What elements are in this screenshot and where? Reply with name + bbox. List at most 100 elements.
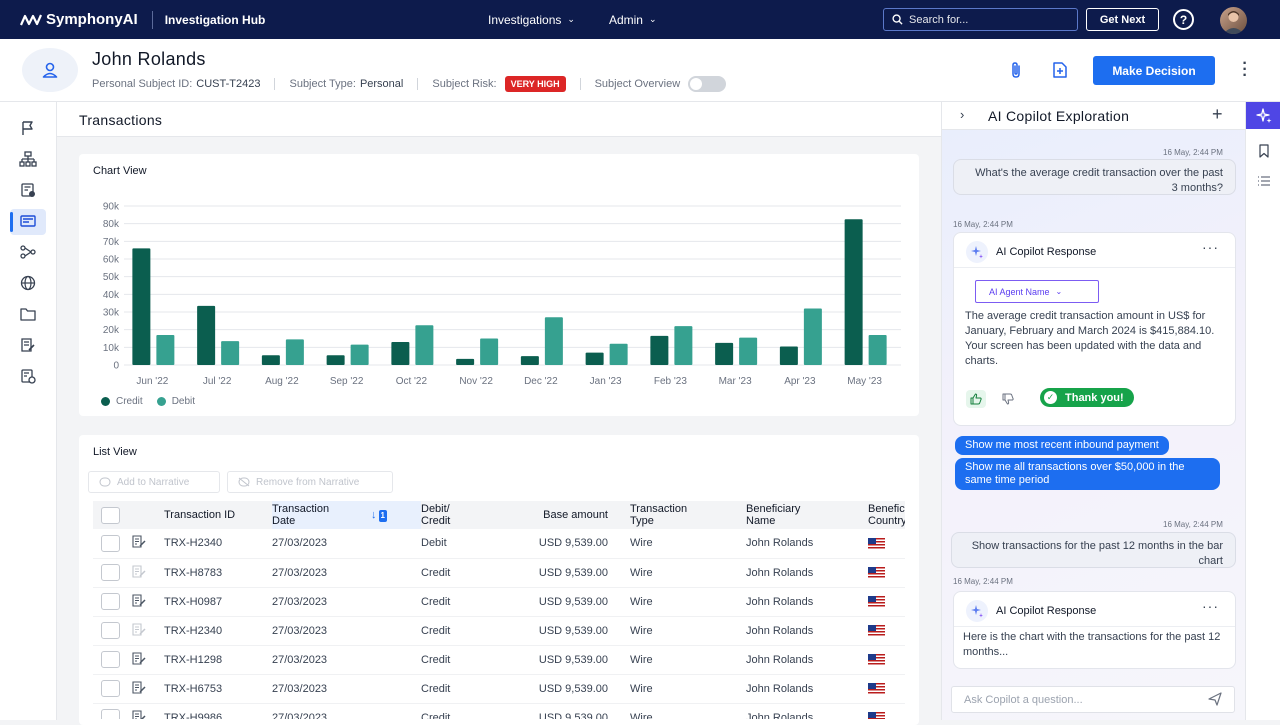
get-next-button[interactable]: Get Next	[1086, 8, 1159, 31]
bar-debit-jul22[interactable]	[221, 341, 240, 365]
right-tool-rail	[1245, 102, 1280, 720]
add-note-icon[interactable]	[132, 709, 146, 719]
agent-select-dropdown[interactable]: AI Agent Name ⌄	[975, 280, 1099, 303]
new-chat-plus-icon[interactable]: +	[1212, 104, 1223, 124]
x-tick-label: Jun '22	[136, 376, 168, 387]
add-to-narrative-button[interactable]: Add to Narrative	[88, 471, 220, 493]
bar-debit-sep22[interactable]	[350, 344, 369, 365]
edit-document-icon[interactable]	[18, 335, 38, 355]
thumbs-down-icon[interactable]	[998, 390, 1018, 408]
row-checkbox[interactable]	[101, 651, 120, 668]
bar-credit-may23[interactable]	[844, 219, 863, 365]
help-icon[interactable]: ?	[1173, 9, 1194, 30]
row-checkbox[interactable]	[101, 593, 120, 610]
bar-credit-mar23[interactable]	[715, 342, 734, 365]
bar-debit-may23[interactable]	[868, 334, 887, 365]
bar-credit-dec22[interactable]	[520, 356, 539, 365]
table-row[interactable]: TRX-H8783 27/03/2023 Credit USD 9,539.00 Wir…	[93, 558, 905, 588]
menu-investigations[interactable]: Investigations ⌄	[488, 13, 575, 27]
col-transaction-type[interactable]: Transaction Type	[630, 503, 688, 527]
more-options-icon[interactable]: ···	[1202, 239, 1219, 255]
meta-divider	[579, 78, 581, 90]
bar-debit-jun22[interactable]	[156, 334, 175, 365]
suggestion-chip[interactable]: Show me most recent inbound payment	[955, 436, 1169, 455]
global-search-input[interactable]: Search for...	[883, 8, 1078, 31]
alert-document-icon[interactable]	[18, 180, 38, 200]
table-row[interactable]: TRX-H9986 27/03/2023 Credit USD 9,539.00 Wir…	[93, 703, 905, 719]
add-note-icon[interactable]	[132, 680, 146, 697]
select-all-checkbox[interactable]	[101, 506, 120, 524]
globe-icon[interactable]	[18, 273, 38, 293]
user-avatar[interactable]	[1220, 7, 1247, 34]
bar-debit-oct22[interactable]	[415, 325, 434, 365]
col-beneficiary-country[interactable]: Beneficiary Country	[868, 503, 905, 527]
folder-icon[interactable]	[18, 304, 38, 324]
bar-credit-oct22[interactable]	[391, 342, 410, 365]
remove-from-narrative-label: Remove from Narrative	[256, 476, 360, 488]
sort-descending-icon[interactable]: ↓ 1	[371, 508, 387, 522]
bar-credit-feb23[interactable]	[650, 335, 669, 365]
col-debit-credit[interactable]: Debit/ Credit	[421, 503, 451, 527]
table-row[interactable]: TRX-H2340 27/03/2023 Credit USD 9,539.00 Wir…	[93, 616, 905, 646]
table-row[interactable]: TRX-H0987 27/03/2023 Credit USD 9,539.00 Wir…	[93, 587, 905, 617]
add-note-icon[interactable]	[132, 564, 146, 581]
more-options-icon[interactable]: ···	[1242, 55, 1248, 84]
history-document-icon[interactable]	[18, 366, 38, 386]
bar-debit-feb23[interactable]	[674, 326, 693, 365]
row-checkbox[interactable]	[101, 534, 120, 552]
ask-copilot-input[interactable]: Ask Copilot a question...	[951, 686, 1235, 713]
add-note-icon[interactable]	[132, 622, 146, 639]
attachment-icon[interactable]	[1009, 61, 1023, 84]
bar-debit-nov22[interactable]	[480, 338, 499, 366]
add-note-icon[interactable]	[132, 593, 146, 610]
flow-icon[interactable]	[18, 242, 38, 262]
transactions-icon[interactable]	[18, 211, 38, 231]
table-row[interactable]: TRX-H2340 27/03/2023 Debit USD 9,539.00 Wire…	[93, 529, 905, 559]
make-decision-button[interactable]: Make Decision	[1093, 56, 1215, 85]
legend-credit[interactable]: Credit	[101, 396, 143, 407]
network-icon[interactable]	[18, 149, 38, 169]
flag-icon[interactable]	[18, 118, 38, 138]
remove-from-narrative-button[interactable]: Remove from Narrative	[227, 471, 393, 493]
bar-credit-nov22[interactable]	[456, 358, 475, 365]
ai-sparkle-tab[interactable]	[1246, 102, 1280, 129]
bar-credit-aug22[interactable]	[261, 355, 280, 365]
table-row[interactable]: TRX-H1298 27/03/2023 Credit USD 9,539.00 Wir…	[93, 645, 905, 675]
col-transaction-date[interactable]: Transaction Date ↓ 1	[272, 501, 421, 529]
row-checkbox[interactable]	[101, 709, 120, 719]
thumbs-up-icon[interactable]	[966, 390, 986, 408]
collapse-chevron-icon[interactable]: ›	[960, 107, 965, 122]
bar-debit-aug22[interactable]	[285, 339, 304, 365]
legend-debit[interactable]: Debit	[156, 396, 195, 407]
suggestion-chip[interactable]: Show me all transactions over $50,000 in…	[955, 458, 1220, 490]
bar-debit-apr23[interactable]	[803, 308, 822, 365]
col-transaction-id[interactable]: Transaction ID	[164, 509, 236, 521]
row-checkbox[interactable]	[101, 622, 120, 639]
row-checkbox[interactable]	[101, 564, 120, 581]
bar-debit-mar23[interactable]	[739, 337, 758, 365]
bookmark-icon[interactable]	[1256, 143, 1272, 159]
menu-admin[interactable]: Admin ⌄	[609, 13, 657, 27]
more-options-icon[interactable]: ···	[1202, 598, 1219, 614]
bar-credit-jun22[interactable]	[132, 248, 151, 365]
thank-you-badge[interactable]: ✓ Thank you!	[1040, 388, 1134, 407]
send-icon[interactable]	[1208, 692, 1222, 709]
bar-debit-jan23[interactable]	[609, 343, 628, 365]
bar-debit-dec22[interactable]	[544, 317, 563, 365]
bar-credit-sep22[interactable]	[326, 355, 345, 365]
subject-overview-toggle[interactable]	[688, 76, 727, 92]
table-row[interactable]: TRX-H6753 27/03/2023 Credit USD 9,539.00 Wir…	[93, 674, 905, 704]
brand-logo[interactable]: SymphonyAI	[20, 11, 138, 28]
add-note-icon[interactable]	[132, 651, 146, 668]
bar-credit-jul22[interactable]	[197, 305, 216, 365]
add-document-icon[interactable]	[1052, 61, 1068, 84]
bar-credit-jan23[interactable]	[585, 352, 604, 365]
ai-response-title: AI Copilot Response	[996, 246, 1097, 258]
list-icon[interactable]	[1256, 173, 1272, 189]
col-beneficiary-name[interactable]: Beneficiary Name	[746, 503, 801, 527]
bar-credit-apr23[interactable]	[779, 346, 798, 365]
transactions-table-wrapper[interactable]: Transaction ID Transaction Date ↓ 1 Debit…	[93, 501, 905, 719]
row-checkbox[interactable]	[101, 680, 120, 697]
add-note-icon[interactable]	[132, 535, 146, 551]
col-base-amount[interactable]: Base amount	[543, 509, 608, 521]
